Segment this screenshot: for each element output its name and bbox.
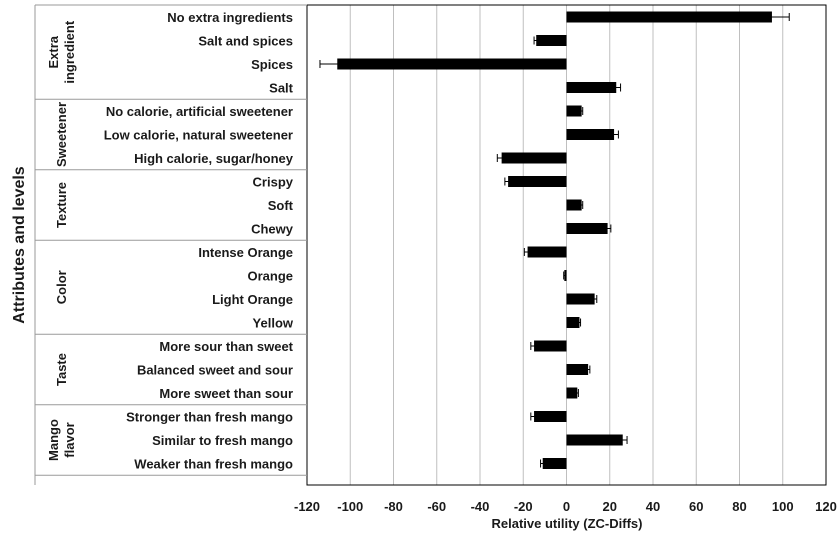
bar — [566, 11, 772, 23]
category-label: Spices — [251, 57, 293, 72]
group-label: Extraingredient — [46, 20, 77, 84]
bar — [566, 223, 608, 234]
group-label-line: Extra — [46, 35, 61, 68]
category-label: Soft — [268, 198, 294, 213]
x-tick-label: 0 — [563, 499, 570, 514]
bar — [566, 434, 623, 446]
x-tick-label: 20 — [603, 499, 617, 514]
x-tick-label: -120 — [294, 499, 320, 514]
group-label: Taste — [54, 353, 69, 386]
bar — [508, 176, 567, 187]
group-label-line: flavor — [62, 422, 77, 457]
bar — [536, 35, 567, 46]
bar — [566, 129, 615, 140]
x-tick-label: 80 — [732, 499, 746, 514]
category-labels: No extra ingredients Salt and spices Spice… — [104, 10, 294, 472]
bar — [566, 364, 589, 375]
x-axis-title: Relative utility (ZC-Diffs) — [492, 516, 643, 531]
x-tick-label: -20 — [514, 499, 533, 514]
group-label: Texture — [54, 182, 69, 228]
group-label: Mangoflavor — [46, 419, 77, 461]
category-label: Salt — [269, 81, 294, 96]
category-label: Light Orange — [212, 292, 293, 307]
category-label: Crispy — [253, 175, 294, 190]
bar — [337, 58, 567, 70]
group-labels: Extraingredient Sweetener Texture Color Tast… — [34, 4, 307, 485]
category-label: Orange — [247, 269, 293, 284]
category-label: Low calorie, natural sweetener — [104, 128, 293, 143]
category-label: Balanced sweet and sour — [137, 363, 293, 378]
group-label: Color — [54, 270, 69, 304]
group-label-line: Taste — [54, 353, 69, 386]
category-label: Chewy — [251, 222, 294, 237]
x-tick-label: 60 — [689, 499, 703, 514]
x-tick-label: -40 — [471, 499, 490, 514]
category-label: More sweet than sour — [159, 386, 293, 401]
x-tick-label: 40 — [646, 499, 660, 514]
plot-border — [306, 4, 827, 486]
category-label: Intense Orange — [198, 245, 293, 260]
bar — [566, 293, 595, 305]
category-label: More sour than sweet — [159, 339, 293, 354]
group-label-line: Texture — [54, 182, 69, 228]
bar — [501, 152, 567, 164]
bars — [319, 11, 790, 469]
category-label: Yellow — [253, 316, 294, 331]
x-tick-label: 100 — [772, 499, 794, 514]
category-label: Salt and spices — [198, 34, 293, 49]
bar — [566, 105, 582, 117]
x-tick-labels: -120 -100 -80 -60 -40 -20 0 20 40 60 80 100 120 — [294, 499, 837, 514]
bar — [566, 387, 578, 399]
y-axis-title: Attributes and levels — [11, 166, 28, 323]
x-tick-label: -80 — [384, 499, 403, 514]
category-label: No calorie, artificial sweetener — [106, 104, 293, 119]
group-label-line: Sweetener — [54, 102, 69, 167]
bar — [534, 340, 567, 352]
grid-lines — [306, 4, 827, 486]
group-label: Sweetener — [54, 102, 69, 167]
bar — [566, 199, 582, 211]
category-label: Weaker than fresh mango — [134, 457, 293, 472]
bar — [527, 246, 567, 258]
group-label-line: ingredient — [62, 20, 77, 84]
category-label: No extra ingredients — [167, 10, 293, 25]
category-label: High calorie, sugar/honey — [134, 151, 294, 166]
group-label-line: Color — [54, 270, 69, 304]
category-label: Similar to fresh mango — [152, 433, 293, 448]
category-label: Stronger than fresh mango — [126, 410, 293, 425]
x-tick-label: -100 — [337, 499, 363, 514]
x-tick-label: -60 — [427, 499, 446, 514]
bar — [534, 411, 567, 422]
x-tick-label: 120 — [815, 499, 837, 514]
group-label-line: Mango — [46, 419, 61, 461]
bar — [566, 82, 617, 93]
bar — [566, 317, 580, 328]
bar — [542, 458, 567, 469]
